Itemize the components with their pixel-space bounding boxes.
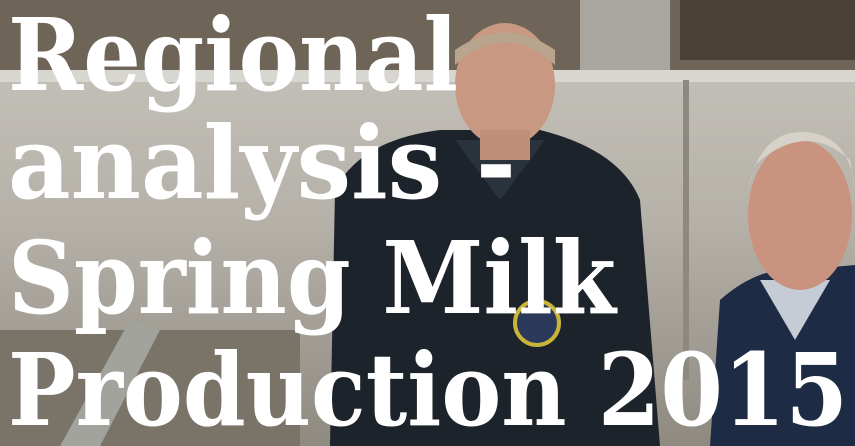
headline-line: Spring Milk <box>8 219 618 337</box>
headline-line: Production 2015 <box>8 331 848 446</box>
headline-line: Regional <box>8 0 458 114</box>
headline: Regional analysis - Spring Milk Producti… <box>8 0 848 446</box>
headline-line: analysis - <box>8 104 516 222</box>
